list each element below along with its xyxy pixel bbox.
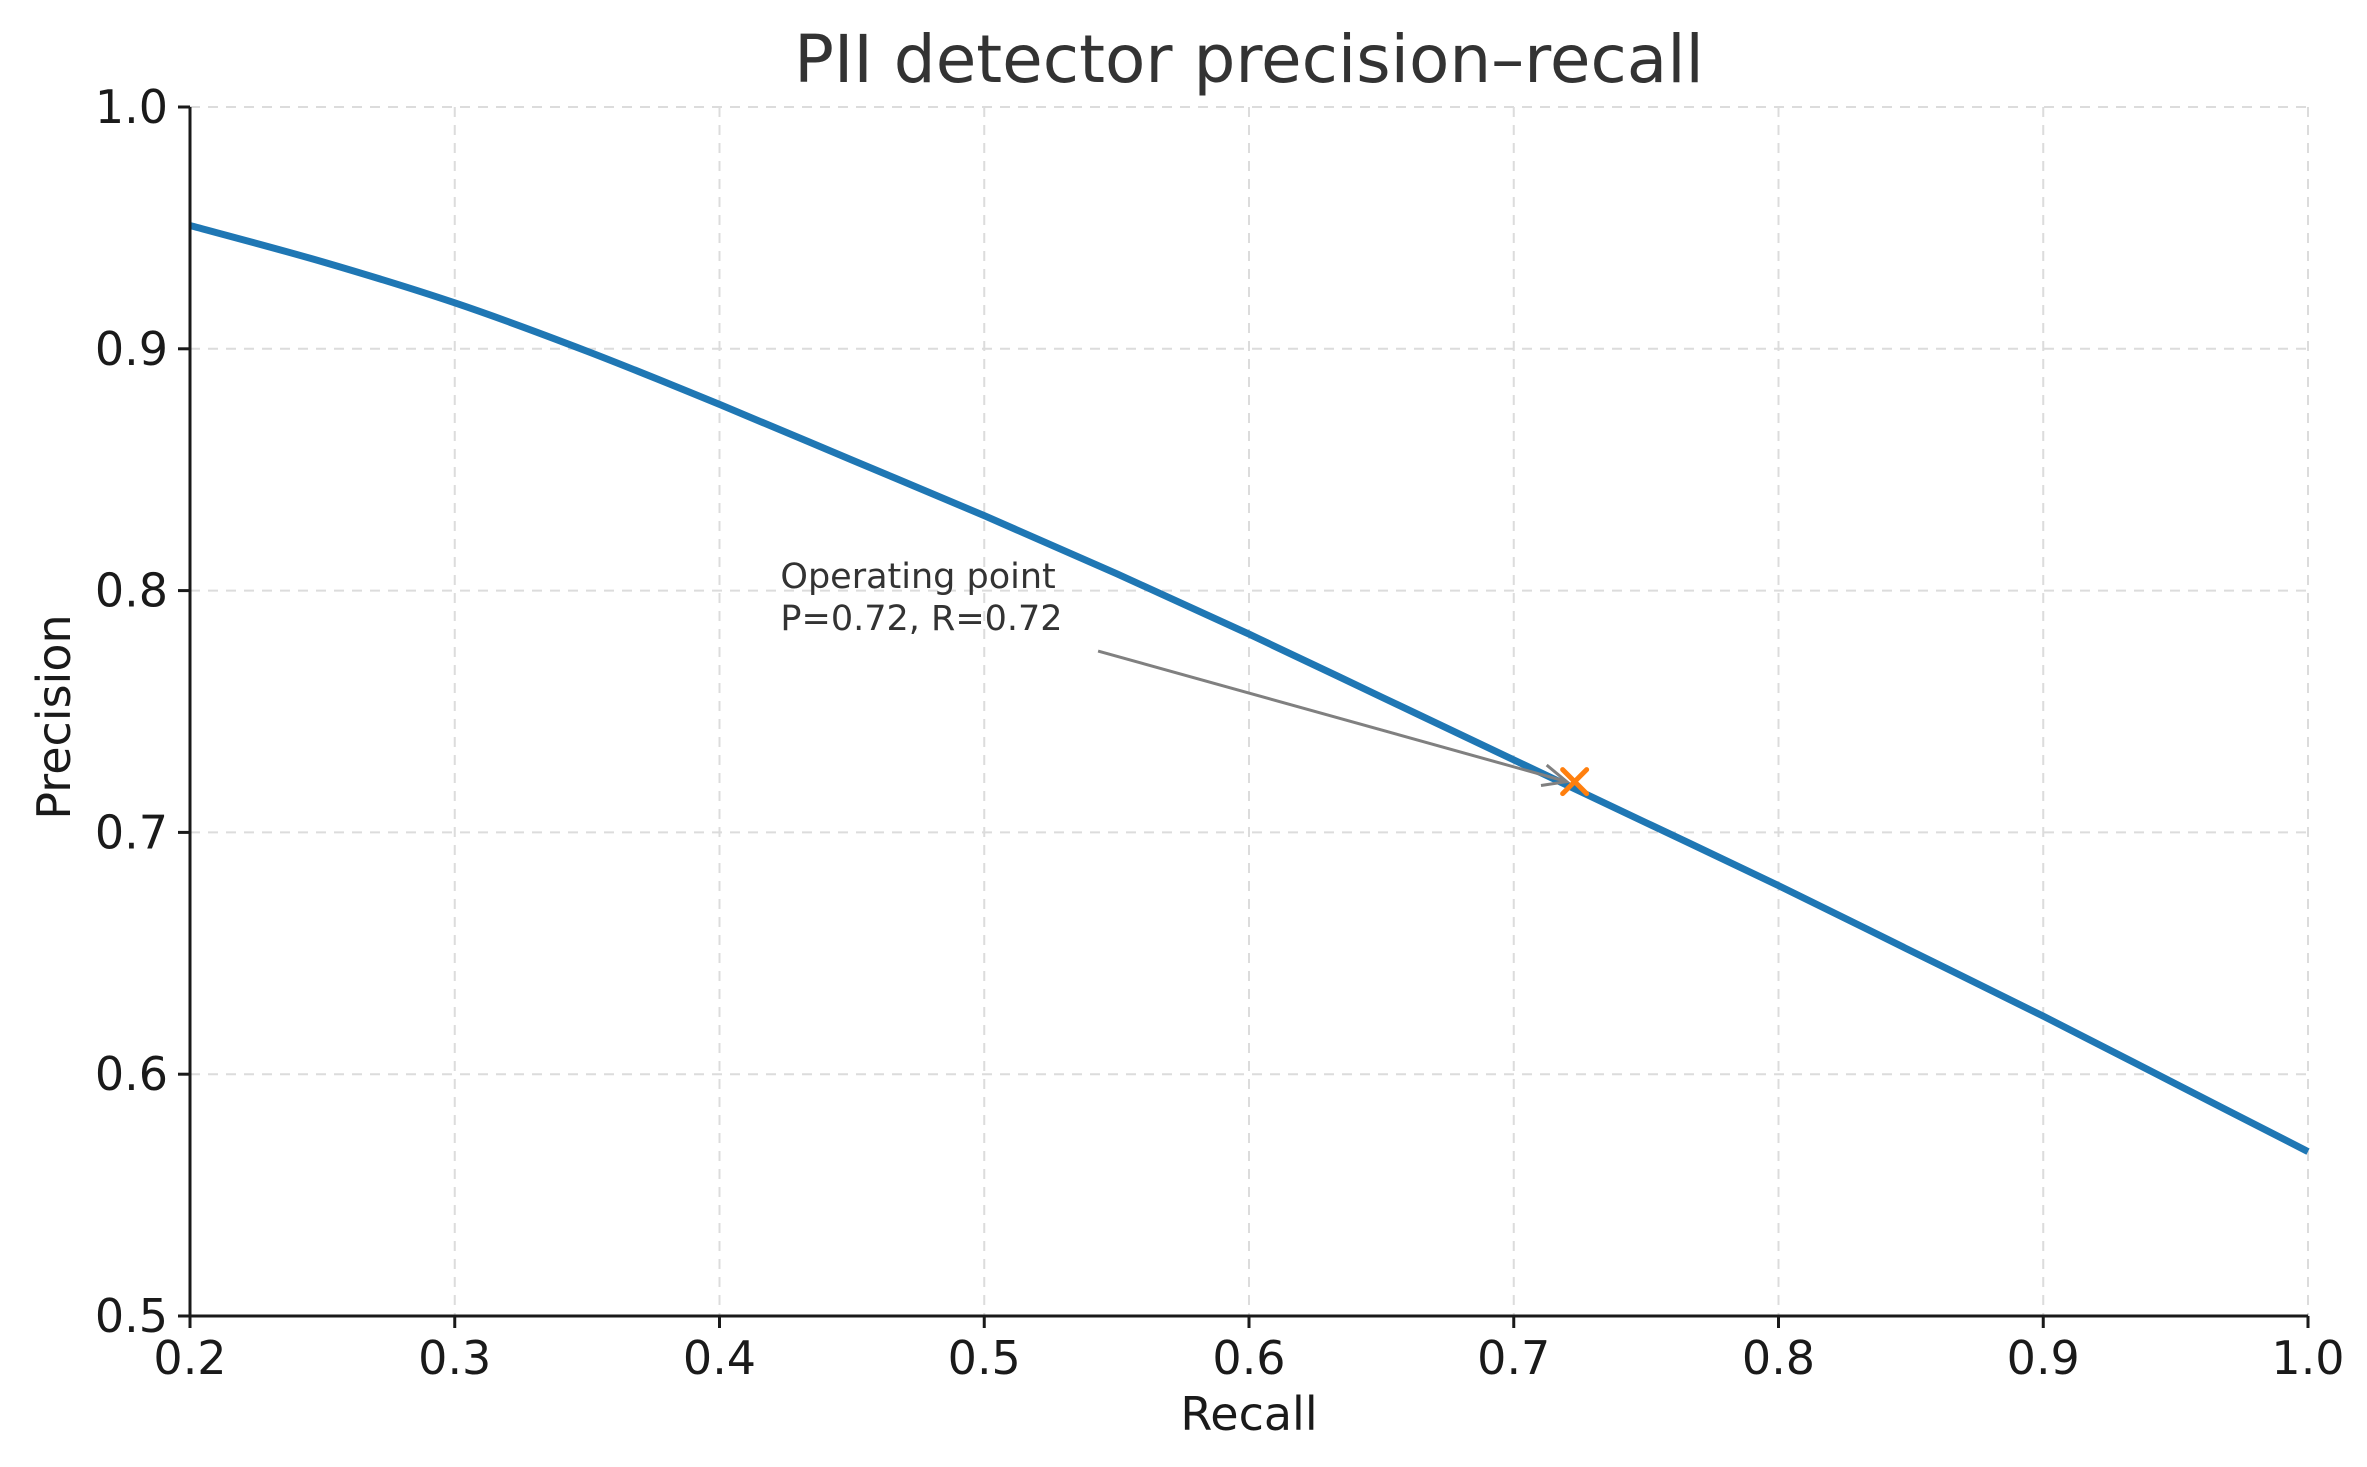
- x-tick-label-8: 1.0: [2271, 1331, 2344, 1385]
- x-tick-label-6: 0.8: [1742, 1331, 1815, 1385]
- marker-stroke-b: [1560, 767, 1590, 797]
- series-layer: [189, 222, 2310, 1155]
- y-tick-label-3: 0.8: [95, 564, 168, 618]
- annotation-text-line-0: Operating point: [780, 557, 1055, 597]
- x-tick-label-7: 0.9: [2007, 1331, 2080, 1385]
- x-tick-label-0: 0.2: [153, 1331, 226, 1385]
- annotation-arrow-line: [1097, 649, 1568, 784]
- y-tick-label-1: 0.6: [95, 1047, 168, 1101]
- ticks: 0.2 0.3 0.4 0.5 0.6 0.7 0.8 0.9 1.0 0.5 0.6 0.7 0.8 0…: [95, 80, 2345, 1385]
- y-tick-label-2: 0.7: [95, 805, 168, 859]
- x-axis-label: Recall: [1180, 1387, 1317, 1441]
- x-tick-label-1: 0.3: [418, 1331, 491, 1385]
- grid: [189, 106, 2309, 1317]
- x-tick-label-2: 0.4: [683, 1331, 756, 1385]
- chart-title: PII detector precision–recall: [794, 21, 1704, 98]
- operating-point-marker: [1560, 767, 1590, 797]
- annotation-arrow-head: [1540, 763, 1571, 787]
- annotation-text-line-1: P=0.72, R=0.72: [780, 599, 1062, 639]
- y-tick-label-4: 0.9: [95, 322, 168, 376]
- y-tick-label-0: 0.5: [95, 1289, 168, 1343]
- y-tick-label-5: 1.0: [95, 80, 168, 134]
- y-axis-label: Precision: [27, 614, 81, 819]
- x-tick-label-3: 0.5: [948, 1331, 1021, 1385]
- x-tick-label-4: 0.6: [1212, 1331, 1285, 1385]
- series-line-0: [189, 222, 2310, 1155]
- x-tick-label-5: 0.7: [1477, 1331, 1550, 1385]
